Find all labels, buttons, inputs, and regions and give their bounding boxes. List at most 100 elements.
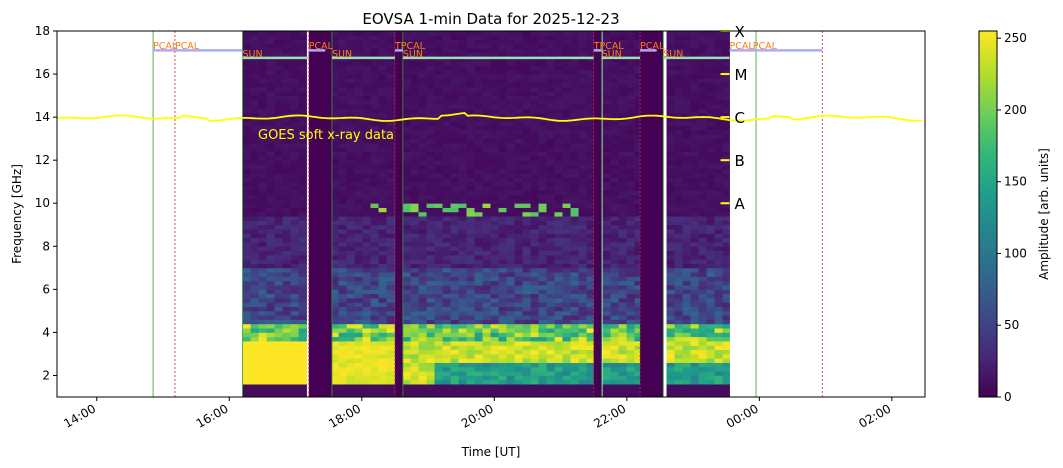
heatmap-cell — [250, 112, 259, 118]
heatmap-cell — [354, 69, 363, 75]
heatmap-cell — [506, 155, 515, 161]
heatmap-cell — [474, 315, 483, 320]
heatmap-cell — [258, 371, 267, 376]
heatmap-cell — [530, 341, 539, 346]
heatmap-cell — [362, 323, 371, 329]
heatmap-cell — [426, 220, 435, 226]
heatmap-cell — [666, 267, 675, 273]
heatmap-cell — [346, 125, 355, 131]
heatmap-cell — [682, 155, 691, 161]
heatmap-cell — [386, 134, 395, 140]
heatmap-cell — [578, 181, 587, 187]
heatmap-cell — [258, 289, 267, 295]
heatmap-cell — [506, 388, 515, 394]
heatmap-cell — [618, 315, 627, 320]
heatmap-cell — [610, 384, 619, 389]
heatmap-cell — [258, 181, 267, 187]
heatmap-cell — [706, 341, 715, 346]
heatmap-cell — [410, 233, 419, 239]
heatmap-cell — [250, 254, 259, 260]
heatmap-cell — [282, 164, 291, 170]
heatmap-cell — [346, 181, 355, 187]
heatmap-cell — [330, 142, 339, 148]
heatmap-cell — [266, 56, 275, 62]
heatmap-cell — [570, 233, 579, 239]
heatmap-cell — [434, 203, 443, 208]
heatmap-cell — [674, 86, 683, 92]
heatmap-cell — [618, 259, 627, 264]
heatmap-cell — [410, 375, 419, 381]
heatmap-cell — [250, 297, 259, 303]
heatmap-cell — [538, 336, 547, 342]
heatmap-cell — [330, 181, 339, 187]
heatmap-cell — [634, 142, 643, 148]
heatmap-cell — [258, 285, 267, 290]
heatmap-cell — [530, 173, 539, 178]
heatmap-cell — [602, 371, 611, 376]
heatmap-cell — [370, 151, 379, 157]
heatmap-cell — [346, 43, 355, 49]
heatmap-cell — [282, 392, 291, 397]
heatmap-cell — [530, 82, 539, 88]
heatmap-cell — [250, 272, 259, 277]
heatmap-cell — [298, 315, 307, 320]
heatmap-cell — [418, 130, 427, 135]
heatmap-cell — [698, 104, 707, 109]
heatmap-cell — [290, 323, 299, 329]
heatmap-cell — [498, 302, 507, 307]
heatmap-cell — [634, 117, 643, 122]
heatmap-cell — [354, 56, 363, 62]
heatmap-cell — [290, 91, 299, 96]
heatmap-cell — [562, 39, 571, 45]
heatmap-cell — [626, 250, 635, 256]
heatmap-cell — [586, 86, 595, 92]
heatmap-cell — [418, 263, 427, 269]
heatmap-cell — [634, 220, 643, 226]
heatmap-cell — [450, 190, 459, 196]
heatmap-cell — [610, 99, 619, 105]
heatmap-cell — [386, 336, 395, 342]
heatmap-cell — [298, 388, 307, 394]
heatmap-cell — [490, 155, 499, 161]
heatmap-cell — [466, 371, 475, 376]
heatmap-cell — [458, 306, 467, 312]
heatmap-cell — [578, 392, 587, 397]
heatmap-cell — [522, 246, 531, 251]
heatmap-cell — [690, 362, 699, 368]
heatmap-cell — [418, 78, 427, 84]
heatmap-cell — [378, 138, 387, 144]
heatmap-cell — [490, 366, 499, 372]
heatmap-cell — [242, 315, 251, 320]
heatmap-cell — [402, 48, 411, 53]
heatmap-cell — [354, 99, 363, 105]
heatmap-cell — [490, 52, 499, 58]
heatmap-cell — [466, 78, 475, 84]
heatmap-cell — [554, 362, 563, 368]
heatmap-cell — [274, 237, 283, 243]
x-tick-label: 02:00 — [856, 401, 893, 430]
heatmap-cell — [674, 99, 683, 105]
heatmap-cell — [274, 31, 283, 36]
heatmap-cell — [242, 186, 251, 191]
scan-label: PCAL — [640, 41, 665, 52]
heatmap-cell — [258, 237, 267, 243]
heatmap-cell — [442, 220, 451, 226]
heatmap-cell — [274, 173, 283, 178]
heatmap-cell — [570, 48, 579, 53]
heatmap-cell — [666, 130, 675, 135]
heatmap-cell — [538, 198, 547, 204]
heatmap-cell — [546, 147, 555, 152]
heatmap-cell — [258, 250, 267, 256]
heatmap-cell — [626, 371, 635, 376]
heatmap-cell — [346, 147, 355, 152]
heatmap-cell — [554, 259, 563, 264]
heatmap-cell — [266, 112, 275, 118]
heatmap-cell — [338, 207, 347, 213]
heatmap-cell — [450, 207, 459, 213]
heatmap-cell — [370, 108, 379, 114]
heatmap-cell — [706, 52, 715, 58]
heatmap-cell — [570, 142, 579, 148]
heatmap-cell — [386, 56, 395, 62]
heatmap-cell — [426, 211, 435, 217]
heatmap-cell — [722, 78, 730, 84]
